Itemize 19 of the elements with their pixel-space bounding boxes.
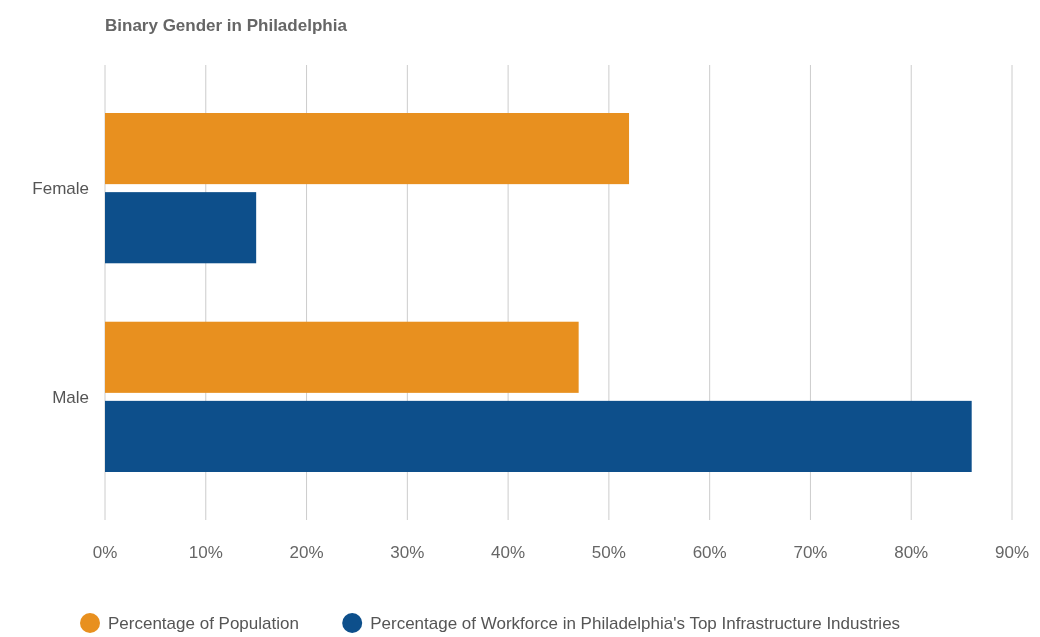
- x-tick-label: 10%: [188, 543, 223, 562]
- bar: [105, 113, 630, 185]
- x-tick-label: 30%: [390, 543, 425, 562]
- x-tick-label: 50%: [591, 543, 626, 562]
- x-tick-label: 80%: [894, 543, 929, 562]
- y-tick-label: Male: [52, 387, 89, 407]
- x-tick-label: 40%: [491, 543, 526, 562]
- x-tick-label: 90%: [994, 543, 1030, 562]
- chart-title: Binary Gender in Philadelphia: [105, 16, 348, 35]
- legend-label: Percentage of Workforce in Philadelphia's Top Infrastructure Industries: [370, 614, 901, 633]
- x-tick-label: 20%: [289, 543, 324, 562]
- x-tick-label: 70%: [793, 543, 828, 562]
- bar: [105, 321, 579, 393]
- bar: [105, 192, 257, 264]
- legend-label: Percentage of Population: [108, 614, 299, 633]
- x-tick-label: 0%: [92, 543, 118, 562]
- x-tick-label: 60%: [692, 543, 727, 562]
- bar: [105, 400, 972, 472]
- y-tick-label: Female: [32, 179, 89, 199]
